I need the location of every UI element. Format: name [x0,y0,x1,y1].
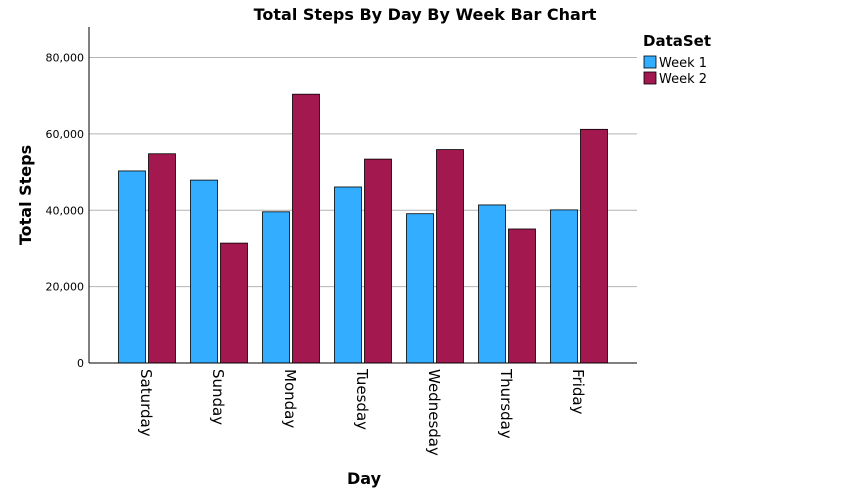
axes [88,27,637,364]
x-tick-label: Monday [281,369,299,428]
bar-tuesday-week-1 [334,186,362,364]
y-tick-label: 60,000 [46,128,85,141]
bar-thursday-week-1 [478,204,506,364]
bars [118,93,608,364]
bar-thursday-week-2 [508,228,536,364]
y-axis-title: Total Steps [16,145,35,245]
legend-label: Week 2 [659,72,707,87]
bar-tuesday-week-2 [364,158,392,364]
legend-label: Week 1 [659,56,707,71]
x-tick-label: Tuesday [353,368,371,430]
bar-monday-week-2 [292,93,320,364]
y-tick-label: 40,000 [46,204,85,217]
y-tick-label: 20,000 [46,281,85,294]
y-tick-label: 80,000 [46,52,85,65]
legend-swatch [643,55,657,69]
bar-saturday-week-1 [118,170,146,364]
x-axis-title: Day [347,469,382,488]
bar-wednesday-week-1 [406,213,434,364]
gridlines [89,57,637,288]
bar-sunday-week-2 [220,242,248,364]
x-tick-label: Sunday [209,369,227,425]
x-tick-label: Wednesday [425,369,443,456]
x-tick-label: Friday [569,369,587,415]
bar-wednesday-week-2 [436,149,464,364]
legend-swatch [643,71,657,85]
bar-monday-week-1 [262,211,290,364]
x-tick-label: Saturday [137,369,155,437]
chart-title: Total Steps By Day By Week Bar Chart [254,5,597,24]
bar-saturday-week-2 [148,153,176,364]
bar-sunday-week-1 [190,179,218,364]
x-tick-label: Thursday [497,368,515,439]
bar-friday-week-1 [550,209,578,364]
y-tick-label: 0 [77,357,84,370]
x-tick-labels: Saturday Sunday Monday Tuesday Wednesday Thur… [137,368,587,456]
legend-title: DataSet [643,32,711,50]
y-tick-labels: 0 20,000 40,000 60,000 80,000 [46,52,85,370]
bar-friday-week-2 [580,128,608,364]
